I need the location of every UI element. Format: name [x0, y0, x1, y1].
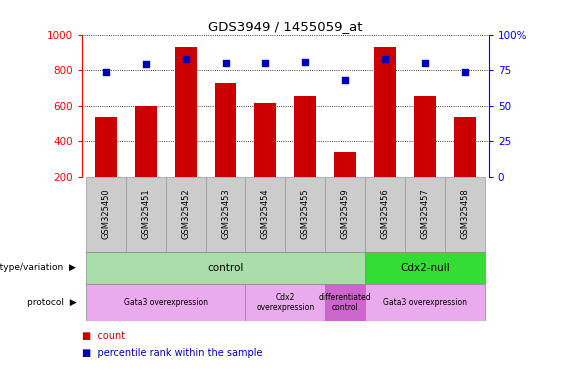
Bar: [445, 177, 485, 252]
Bar: [135, 106, 157, 177]
Bar: [86, 284, 245, 321]
Bar: [245, 177, 285, 252]
Text: Gata3 overexpression: Gata3 overexpression: [124, 298, 208, 307]
Point: [141, 61, 150, 68]
Text: GSM325459: GSM325459: [341, 189, 350, 239]
Text: GSM325455: GSM325455: [301, 189, 310, 239]
Text: GSM325453: GSM325453: [221, 189, 230, 240]
Bar: [365, 284, 485, 321]
Text: GSM325452: GSM325452: [181, 189, 190, 239]
Bar: [166, 177, 206, 252]
Point: [261, 60, 270, 66]
Bar: [215, 83, 237, 177]
Bar: [206, 177, 245, 252]
Title: GDS3949 / 1455059_at: GDS3949 / 1455059_at: [208, 20, 363, 33]
Bar: [254, 103, 276, 177]
Bar: [405, 177, 445, 252]
Text: GSM325454: GSM325454: [261, 189, 270, 239]
Bar: [245, 284, 325, 321]
Text: genotype/variation  ▶: genotype/variation ▶: [0, 263, 76, 272]
Text: GSM325450: GSM325450: [101, 189, 110, 239]
Text: protocol  ▶: protocol ▶: [27, 298, 76, 307]
Text: GSM325457: GSM325457: [420, 189, 429, 240]
Text: ■  percentile rank within the sample: ■ percentile rank within the sample: [82, 348, 262, 358]
Bar: [365, 252, 485, 284]
Bar: [86, 177, 126, 252]
Bar: [454, 117, 476, 177]
Point: [221, 60, 230, 66]
Text: Cdx2
overexpression: Cdx2 overexpression: [256, 293, 315, 312]
Bar: [285, 177, 325, 252]
Bar: [175, 47, 197, 177]
Text: ■  count: ■ count: [82, 331, 125, 341]
Text: GSM325458: GSM325458: [460, 189, 470, 240]
Text: GSM325456: GSM325456: [381, 189, 389, 240]
Point: [341, 77, 350, 83]
Point: [181, 56, 190, 62]
Point: [460, 68, 470, 74]
Point: [301, 58, 310, 65]
Point: [101, 68, 110, 74]
Bar: [334, 152, 356, 177]
Bar: [365, 177, 405, 252]
Bar: [95, 117, 117, 177]
Point: [420, 60, 429, 66]
Text: Cdx2-null: Cdx2-null: [400, 263, 450, 273]
Bar: [294, 96, 316, 177]
Bar: [126, 177, 166, 252]
Bar: [374, 47, 396, 177]
Bar: [86, 252, 365, 284]
Bar: [414, 96, 436, 177]
Bar: [325, 177, 365, 252]
Bar: [325, 284, 365, 321]
Point: [380, 56, 389, 62]
Text: GSM325451: GSM325451: [141, 189, 150, 239]
Text: control: control: [207, 263, 244, 273]
Text: Gata3 overexpression: Gata3 overexpression: [383, 298, 467, 307]
Text: differentiated
control: differentiated control: [319, 293, 371, 312]
